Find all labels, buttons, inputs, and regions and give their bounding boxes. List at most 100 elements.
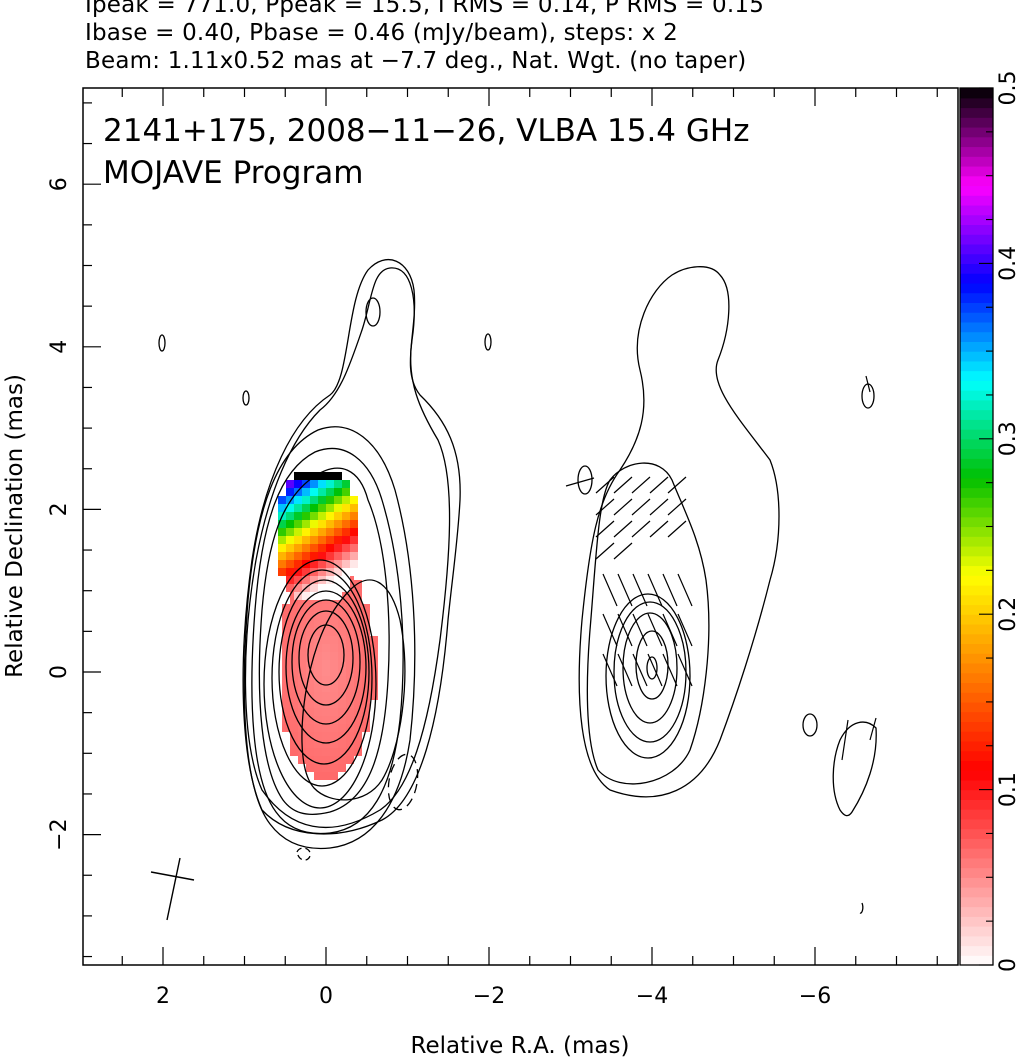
y-tick-label: 6: [47, 177, 72, 191]
evpa-tick: [617, 653, 633, 687]
pixel: [318, 544, 326, 552]
pixel: [354, 668, 362, 676]
evpa-tick: [677, 653, 693, 687]
pixel: [290, 692, 298, 700]
pixel: [346, 652, 354, 660]
pixel: [326, 488, 334, 496]
pixel: [310, 576, 318, 584]
colorbar-band: [960, 97, 993, 109]
pixel: [278, 560, 286, 568]
evpa-tick: [647, 653, 663, 687]
pixel: [286, 584, 294, 592]
colorbar-band: [960, 312, 993, 323]
pixel: [354, 692, 362, 700]
pol-contour: [613, 601, 687, 743]
colorbar-band: [960, 896, 993, 908]
pixel: [330, 732, 338, 740]
pixel: [338, 660, 346, 668]
pixel: [330, 700, 338, 708]
evpa-tick: [677, 573, 693, 607]
pixel: [294, 520, 302, 528]
pol-contour: [605, 593, 691, 759]
pixel: [282, 700, 290, 708]
colorbar-band: [960, 273, 993, 284]
evpa-tick: [595, 498, 615, 516]
pixel: [326, 512, 334, 520]
colorbar-band: [960, 955, 993, 966]
colorbar-band: [960, 351, 993, 362]
pixel: [350, 512, 358, 520]
pixel: [338, 732, 346, 740]
pixel: [346, 708, 354, 716]
colorbar-band: [960, 789, 993, 800]
pixel: [314, 716, 322, 724]
pixel: [290, 716, 298, 724]
colorbar-band: [960, 380, 993, 391]
pixel: [334, 544, 342, 552]
pixel: [314, 636, 322, 644]
noise-contour: [861, 383, 875, 409]
evpa-tick: [613, 498, 633, 516]
intensity-contour: [271, 569, 373, 787]
pixel: [294, 512, 302, 520]
pixel: [330, 684, 338, 692]
pixel: [306, 724, 314, 732]
pixel: [302, 552, 310, 560]
pixel: [298, 620, 306, 628]
x-tick-label: −2: [473, 984, 505, 1009]
evpa-tick: [631, 520, 651, 538]
evpa-tick: [647, 573, 663, 607]
intensity-contour: [251, 447, 404, 835]
x-axis-title: Relative R.A. (mas): [411, 1033, 630, 1059]
pixel: [298, 612, 306, 620]
pixel: [318, 584, 326, 592]
pixel: [310, 544, 318, 552]
pixel: [298, 708, 306, 716]
evpa-tick: [677, 613, 693, 647]
pixel: [314, 740, 322, 748]
negative-contour: [387, 753, 419, 811]
colorbar-band: [960, 419, 993, 430]
colorbar-band: [960, 692, 993, 703]
evpa-tick: [565, 477, 595, 487]
colorbar-tick-label: 0.1: [996, 772, 1021, 807]
pol-contour: [578, 266, 780, 798]
x-tick-label: 0: [319, 984, 333, 1009]
pixel: [346, 756, 354, 764]
pixel: [310, 584, 318, 592]
pixel: [314, 612, 322, 620]
pixel: [290, 604, 298, 612]
pixel: [314, 652, 322, 660]
pixel: [338, 740, 346, 748]
pixel: [314, 684, 322, 692]
colorbar-band: [960, 857, 993, 869]
colorbar-band: [960, 458, 993, 469]
y-axis-title: Relative Declination (mas): [2, 374, 28, 678]
pixel: [342, 544, 350, 552]
pixel: [294, 496, 302, 504]
colorbar-band: [960, 740, 993, 752]
pixel: [354, 732, 362, 740]
pixel: [322, 724, 330, 732]
colorbar-band: [960, 175, 993, 187]
pixel: [326, 544, 334, 552]
pixel: [278, 496, 286, 504]
pixel: [302, 576, 310, 584]
pixel: [342, 560, 350, 568]
pixel: [362, 716, 370, 724]
noise-contour: [484, 333, 492, 351]
pixel: [278, 536, 286, 544]
pixel: [330, 636, 338, 644]
colorbar-band: [960, 214, 993, 226]
colorbar: [959, 87, 994, 966]
pixel: [334, 528, 342, 536]
pixel: [310, 528, 318, 536]
intensity-contour: [263, 559, 377, 809]
colorbar-band: [960, 195, 993, 206]
pixel: [350, 528, 358, 536]
pixel: [306, 644, 314, 652]
pixel: [310, 488, 318, 496]
pixel: [310, 480, 318, 488]
pixel: [290, 740, 298, 748]
pixel: [342, 576, 350, 584]
